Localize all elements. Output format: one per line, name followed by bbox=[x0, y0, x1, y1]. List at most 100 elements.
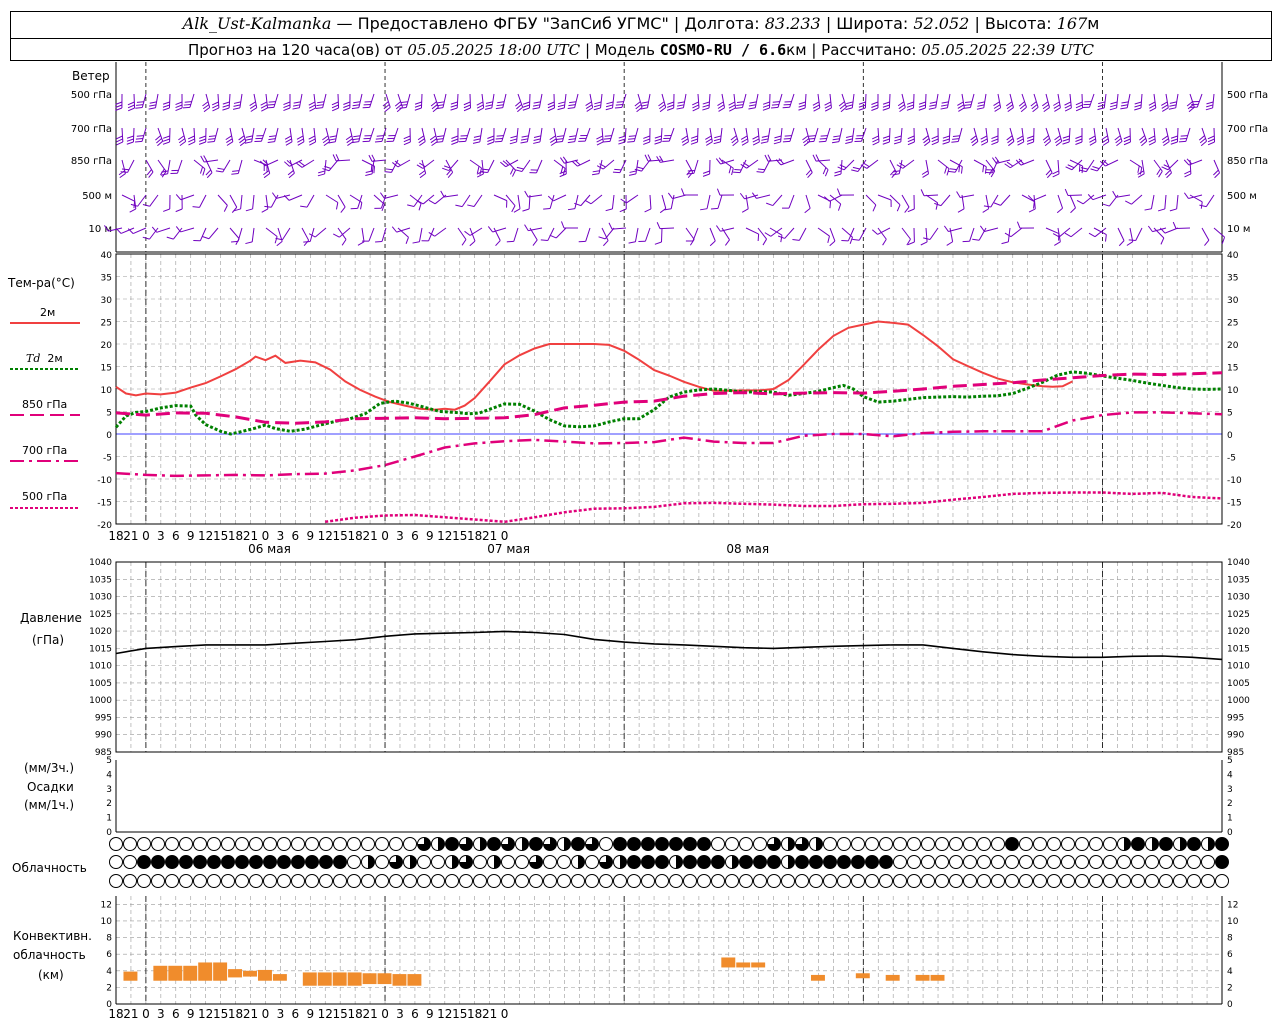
wind-barb-flag bbox=[647, 154, 652, 162]
wind-barb-flag bbox=[749, 101, 757, 104]
wind-barb-flag bbox=[1018, 158, 1025, 165]
cloud-symbol bbox=[1201, 855, 1215, 869]
cloud-symbol bbox=[557, 837, 571, 851]
wind-barb-flag bbox=[1168, 107, 1176, 110]
cloud-symbol-outline bbox=[431, 874, 445, 888]
wind-barb bbox=[379, 192, 399, 199]
wind-barb-flag bbox=[990, 170, 996, 178]
wind-barb bbox=[782, 194, 795, 209]
cloud-symbol-fill bbox=[529, 855, 543, 869]
wind-barb-flag bbox=[956, 191, 961, 198]
cloud-symbol bbox=[613, 874, 627, 888]
wind-barb-flag bbox=[382, 101, 389, 107]
wind-barb-flag bbox=[1045, 169, 1052, 176]
wind-barb bbox=[301, 227, 310, 246]
wind-barb-flag bbox=[1206, 101, 1214, 105]
wind-barb-flag bbox=[222, 104, 230, 108]
wind-barb-flag bbox=[943, 225, 949, 232]
wind-barb-flag bbox=[322, 138, 330, 144]
wind-barb-staff bbox=[670, 194, 675, 209]
wind-barb-flag bbox=[1120, 104, 1128, 107]
header-box: Alk_Ust-Kalmanka — Предоставлено ФГБУ "З… bbox=[10, 11, 1272, 61]
cloud-symbol-fill bbox=[571, 837, 585, 851]
cloud-symbol bbox=[361, 874, 375, 888]
conv-bar bbox=[198, 962, 213, 981]
wind-barb-flag bbox=[882, 141, 890, 145]
wind-barb-flag bbox=[897, 101, 905, 107]
wind-barb-staff bbox=[369, 127, 375, 142]
wind-barb-flag bbox=[687, 170, 695, 172]
wind-barb-flag bbox=[761, 135, 769, 138]
cloud-symbol bbox=[683, 837, 697, 851]
wind-barb bbox=[1148, 127, 1156, 146]
wind-barb-staff bbox=[157, 159, 167, 172]
cloud-symbol-outline bbox=[277, 837, 291, 851]
cloud-symbol bbox=[375, 837, 389, 851]
wind-barb-flag bbox=[812, 104, 820, 109]
wind-barb-flag bbox=[1137, 173, 1145, 178]
cloud-symbol bbox=[305, 874, 319, 888]
wind-barb bbox=[775, 158, 795, 166]
wind-barb-staff bbox=[1165, 93, 1169, 108]
wind-barb-flag bbox=[804, 207, 811, 214]
wind-barb-staff bbox=[1153, 127, 1156, 142]
wind-barb-flag bbox=[1028, 208, 1036, 213]
wind-barb bbox=[741, 194, 749, 213]
wind-barb-flag bbox=[555, 141, 563, 143]
wind-barb bbox=[543, 194, 555, 210]
wind-barb-flag bbox=[447, 171, 454, 178]
wind-barb-flag bbox=[728, 101, 736, 106]
wind-barb bbox=[940, 93, 951, 110]
wind-barb-flag bbox=[1161, 101, 1168, 106]
header-row-1: Alk_Ust-Kalmanka — Предоставлено ФГБУ "З… bbox=[182, 14, 1100, 33]
wind-barb bbox=[710, 194, 723, 210]
wind-barb bbox=[983, 194, 999, 208]
date-label: 08 мая bbox=[726, 542, 769, 556]
cloud-symbol-fill bbox=[816, 837, 823, 851]
cloud-symbol-outline bbox=[865, 837, 879, 851]
conv-title-2: облачность bbox=[13, 948, 86, 962]
cloud-symbol-fill bbox=[333, 855, 347, 869]
cloud-symbol-outline bbox=[921, 837, 935, 851]
wind-barb-flag bbox=[440, 190, 445, 198]
cloud-symbol bbox=[641, 855, 655, 869]
wind-barb-flag bbox=[126, 135, 134, 139]
wind-barb-staff bbox=[502, 93, 507, 108]
wind-barb-staff bbox=[241, 127, 247, 142]
wind-barb-flag bbox=[845, 107, 853, 111]
wind-barb-staff bbox=[997, 93, 1002, 108]
temp-series-t700 bbox=[115, 411, 1223, 478]
cloud-symbol-fill bbox=[1005, 837, 1019, 851]
wind-barb-staff bbox=[456, 93, 459, 109]
wind-barb-staff bbox=[281, 227, 291, 241]
wind-barb-flag bbox=[260, 104, 268, 109]
wind-barb-staff bbox=[1088, 93, 1095, 108]
wind-barb-staff bbox=[840, 159, 843, 174]
wind-barb-flag bbox=[384, 171, 392, 173]
cloud-symbol bbox=[823, 874, 837, 888]
wind-barb-flag bbox=[162, 138, 170, 142]
wind-barb bbox=[417, 127, 426, 147]
cloud-symbol-fill bbox=[221, 855, 235, 869]
temp-y-tick: 10 bbox=[101, 386, 113, 396]
wind-barb-staff bbox=[265, 159, 271, 174]
wind-barb-staff bbox=[1021, 93, 1027, 108]
wind-barb bbox=[451, 127, 459, 145]
cloud-symbol bbox=[725, 874, 739, 888]
conv-x-tick: 0 bbox=[501, 1007, 509, 1021]
wind-barb-flag bbox=[824, 104, 832, 109]
wind-barb-flag bbox=[634, 168, 642, 172]
wind-barb-staff bbox=[539, 127, 543, 142]
wind-barb-staff bbox=[528, 194, 531, 210]
cloud-symbol bbox=[585, 855, 599, 869]
cloud-symbol bbox=[921, 874, 935, 888]
cloud-symbol-fill bbox=[578, 855, 585, 869]
wind-barb-flag bbox=[1064, 104, 1072, 109]
cloud-symbol-fill bbox=[1208, 837, 1215, 851]
wind-barb-staff bbox=[1057, 159, 1060, 174]
wind-barb-flag bbox=[120, 171, 128, 173]
wind-barb-flag bbox=[162, 101, 170, 105]
wind-barb bbox=[804, 194, 811, 214]
wind-barb-flag bbox=[983, 205, 991, 208]
wind-barb bbox=[429, 127, 438, 147]
